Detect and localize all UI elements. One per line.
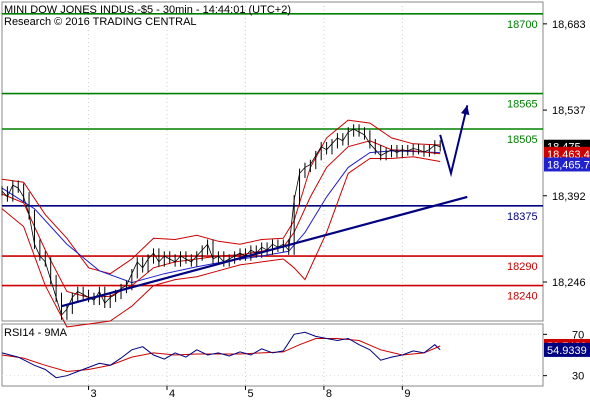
rsi-series bbox=[1, 331, 441, 379]
forecast-path bbox=[439, 105, 469, 178]
x-tick-label: 9 bbox=[404, 388, 410, 400]
level-label-18565: 18565 bbox=[507, 99, 538, 111]
level-label-18240: 18240 bbox=[507, 291, 538, 303]
x-tick-label: 5 bbox=[247, 388, 253, 400]
y-tick-label: 18,392 bbox=[552, 191, 586, 203]
rsi-y-tick-label: 70 bbox=[572, 329, 584, 341]
rsi-ma-line bbox=[1, 338, 441, 373]
support-trendline bbox=[61, 195, 468, 308]
rsi-tag-rsi-label: 54.9339 bbox=[547, 345, 587, 357]
y-tick-label: 18,683 bbox=[552, 19, 586, 31]
rsi-tag-rsi-box bbox=[544, 342, 590, 357]
forecast-arrow bbox=[439, 105, 470, 178]
x-tick-label: 8 bbox=[326, 388, 332, 400]
level-label-18290: 18290 bbox=[507, 261, 538, 273]
price-tags: 18,47518,463.418,465.758.742854.9339 bbox=[544, 139, 590, 357]
level-lines: 18700 18565 18505 18375 18290 18240 bbox=[2, 13, 543, 303]
price-series bbox=[1, 124, 441, 320]
price-tag-ma_slow-label: 18,465.7 bbox=[547, 159, 590, 171]
trendline-group bbox=[61, 195, 468, 308]
level-label-18700: 18700 bbox=[507, 19, 538, 31]
forecast-arrowhead bbox=[460, 105, 470, 116]
rsi-title: RSI14 - 9MA bbox=[4, 327, 68, 339]
x-tick-label: 3 bbox=[91, 388, 97, 400]
y-tick-label: 18,537 bbox=[552, 105, 586, 117]
chart-title: MINI DOW JONES INDUS.-$5 - 30min - 14:44… bbox=[4, 4, 291, 16]
rsi-line bbox=[1, 331, 441, 379]
y-tick-label: 18,246 bbox=[552, 277, 586, 289]
price-tag-ma_fast-box bbox=[544, 146, 590, 161]
price-panel-frame bbox=[1, 1, 544, 322]
x-tick-label: 4 bbox=[169, 388, 175, 400]
lower-band bbox=[1, 156, 441, 328]
level-label-18505: 18505 bbox=[507, 134, 538, 146]
price-line bbox=[1, 128, 441, 316]
price-tag-ma_slow-box bbox=[544, 157, 590, 172]
level-label-18375: 18375 bbox=[507, 211, 538, 223]
axes: 3 4 5 8 9 18,683 18,537 18,392 18,246 70 30 bbox=[88, 19, 586, 400]
rsi-y-tick-label: 30 bbox=[572, 371, 584, 383]
chart-subtitle: Research © 2016 TRADING CENTRAL bbox=[4, 16, 197, 28]
